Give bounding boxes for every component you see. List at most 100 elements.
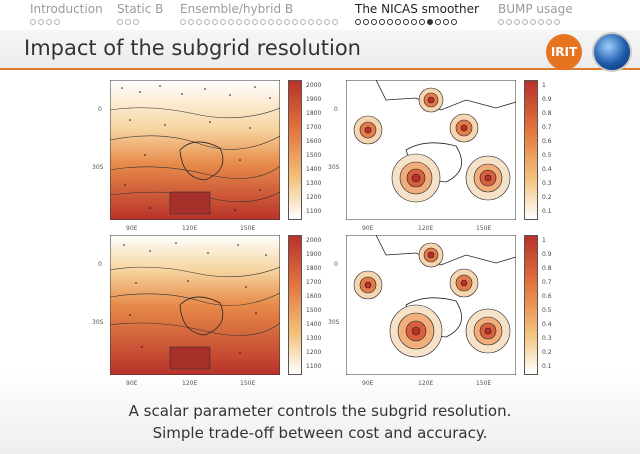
nav-dot[interactable] bbox=[228, 19, 234, 25]
correlation-map-bottom: 0 30S 90E 120E 150E 1 0.9 0.8 0.7 0.6 0.… bbox=[328, 235, 576, 395]
colorbar-tick: 1 bbox=[542, 237, 546, 244]
nav-dot[interactable] bbox=[236, 19, 242, 25]
nav-dot[interactable] bbox=[316, 19, 322, 25]
colorbar-tick: 0.4 bbox=[542, 321, 552, 328]
nav-dot[interactable] bbox=[451, 19, 457, 25]
colorbar-tick: 0.7 bbox=[542, 279, 552, 286]
colorbar-tick: 1500 bbox=[306, 307, 322, 314]
nav-dot[interactable] bbox=[268, 19, 274, 25]
nav-dot[interactable] bbox=[324, 19, 330, 25]
nav-dot[interactable] bbox=[38, 19, 44, 25]
colorbar-tick: 0.6 bbox=[542, 138, 552, 145]
lat-tick: 0 bbox=[334, 106, 338, 113]
nav-dot[interactable] bbox=[125, 19, 131, 25]
nav-dot[interactable] bbox=[220, 19, 226, 25]
nav-dot[interactable] bbox=[530, 19, 536, 25]
colorbar-tick: 0.6 bbox=[542, 293, 552, 300]
caption-line-1: A scalar parameter controls the subgrid … bbox=[128, 402, 512, 420]
colorbar-tick: 0.9 bbox=[542, 251, 552, 258]
lon-tick: 150E bbox=[240, 225, 256, 232]
nav-dot[interactable] bbox=[379, 19, 385, 25]
correlation-map-plot bbox=[346, 80, 516, 220]
colorbar-tick: 1900 bbox=[306, 96, 322, 103]
colorbar-tick: 1400 bbox=[306, 321, 322, 328]
nav-dot[interactable] bbox=[419, 19, 425, 25]
nav-section-static-b[interactable]: Static B bbox=[117, 3, 163, 25]
nav-dot[interactable] bbox=[292, 19, 298, 25]
field-map-top: 0 30S 90E 120E 150E 2000 1900 1800 1700 … bbox=[92, 80, 340, 240]
nav-dot[interactable] bbox=[188, 19, 194, 25]
nav-dot[interactable] bbox=[276, 19, 282, 25]
title-bar: Impact of the subgrid resolution bbox=[0, 30, 640, 70]
nav-dot[interactable] bbox=[387, 19, 393, 25]
lon-tick: 90E bbox=[126, 225, 138, 232]
colorbar-tick: 0.2 bbox=[542, 349, 552, 356]
nav-section-nicas-smoother[interactable]: The NICAS smoother bbox=[355, 3, 479, 25]
colorbar-tick: 0.4 bbox=[542, 166, 552, 173]
colorbar-tick: 0.5 bbox=[542, 307, 552, 314]
correlation-map-top: 0 30S 90E 120E 150E 1 0.9 0.8 0.7 0.6 0.… bbox=[328, 80, 576, 240]
nav-dot[interactable] bbox=[117, 19, 123, 25]
nav-dot[interactable] bbox=[514, 19, 520, 25]
lon-tick: 120E bbox=[182, 380, 198, 387]
colorbar-tick: 2000 bbox=[306, 82, 322, 89]
nav-dot-current[interactable] bbox=[427, 19, 433, 25]
nav-section-introduction[interactable]: Introduction bbox=[30, 3, 103, 25]
lon-tick: 120E bbox=[182, 225, 198, 232]
colorbar-tick: 0.8 bbox=[542, 110, 552, 117]
nav-dot[interactable] bbox=[554, 19, 560, 25]
colorbar-tick: 1200 bbox=[306, 194, 322, 201]
nav-dot[interactable] bbox=[300, 19, 306, 25]
lat-tick: 0 bbox=[334, 261, 338, 268]
colorbar bbox=[288, 235, 302, 375]
colorbar-tick: 0.9 bbox=[542, 96, 552, 103]
nav-section-label: Introduction bbox=[30, 2, 103, 16]
nav-dot[interactable] bbox=[363, 19, 369, 25]
colorbar-tick: 1 bbox=[542, 82, 546, 89]
nav-dot[interactable] bbox=[284, 19, 290, 25]
nav-dot[interactable] bbox=[204, 19, 210, 25]
nav-dot[interactable] bbox=[260, 19, 266, 25]
slide-title: Impact of the subgrid resolution bbox=[24, 36, 361, 60]
nav-dot[interactable] bbox=[546, 19, 552, 25]
colorbar-tick: 0.2 bbox=[542, 194, 552, 201]
nav-section-bump-usage[interactable]: BUMP usage bbox=[498, 3, 573, 25]
lat-tick: 30S bbox=[328, 164, 340, 171]
colorbar-tick: 1600 bbox=[306, 293, 322, 300]
nav-dot[interactable] bbox=[506, 19, 512, 25]
nav-section-label: Static B bbox=[117, 2, 164, 16]
nav-dot[interactable] bbox=[443, 19, 449, 25]
lon-tick: 90E bbox=[362, 225, 374, 232]
colorbar-tick: 1600 bbox=[306, 138, 322, 145]
nav-dot[interactable] bbox=[244, 19, 250, 25]
nav-dot[interactable] bbox=[133, 19, 139, 25]
nav-dot[interactable] bbox=[403, 19, 409, 25]
nav-dot[interactable] bbox=[54, 19, 60, 25]
nav-dot[interactable] bbox=[395, 19, 401, 25]
nav-dot[interactable] bbox=[411, 19, 417, 25]
nav-dot[interactable] bbox=[332, 19, 338, 25]
nav-dot[interactable] bbox=[522, 19, 528, 25]
lon-tick: 90E bbox=[362, 380, 374, 387]
colorbar-tick: 1800 bbox=[306, 110, 322, 117]
nav-dot[interactable] bbox=[46, 19, 52, 25]
nav-dot[interactable] bbox=[308, 19, 314, 25]
colorbar-tick: 2000 bbox=[306, 237, 322, 244]
nav-dot[interactable] bbox=[435, 19, 441, 25]
colorbar-tick: 0.1 bbox=[542, 208, 552, 215]
nav-dot[interactable] bbox=[538, 19, 544, 25]
nav-section-ensemble-hybrid-b[interactable]: Ensemble/hybrid B bbox=[180, 3, 338, 25]
nav-dots bbox=[355, 19, 479, 25]
nav-dot[interactable] bbox=[180, 19, 186, 25]
nav-dot[interactable] bbox=[355, 19, 361, 25]
nav-dot[interactable] bbox=[212, 19, 218, 25]
colorbar-tick: 1200 bbox=[306, 349, 322, 356]
nav-dot[interactable] bbox=[252, 19, 258, 25]
nav-dot[interactable] bbox=[30, 19, 36, 25]
nav-dot[interactable] bbox=[498, 19, 504, 25]
nav-section-label: Ensemble/hybrid B bbox=[180, 2, 294, 16]
field-map-plot bbox=[110, 80, 280, 220]
nav-dot[interactable] bbox=[371, 19, 377, 25]
globe-logo bbox=[592, 32, 632, 72]
nav-dot[interactable] bbox=[196, 19, 202, 25]
